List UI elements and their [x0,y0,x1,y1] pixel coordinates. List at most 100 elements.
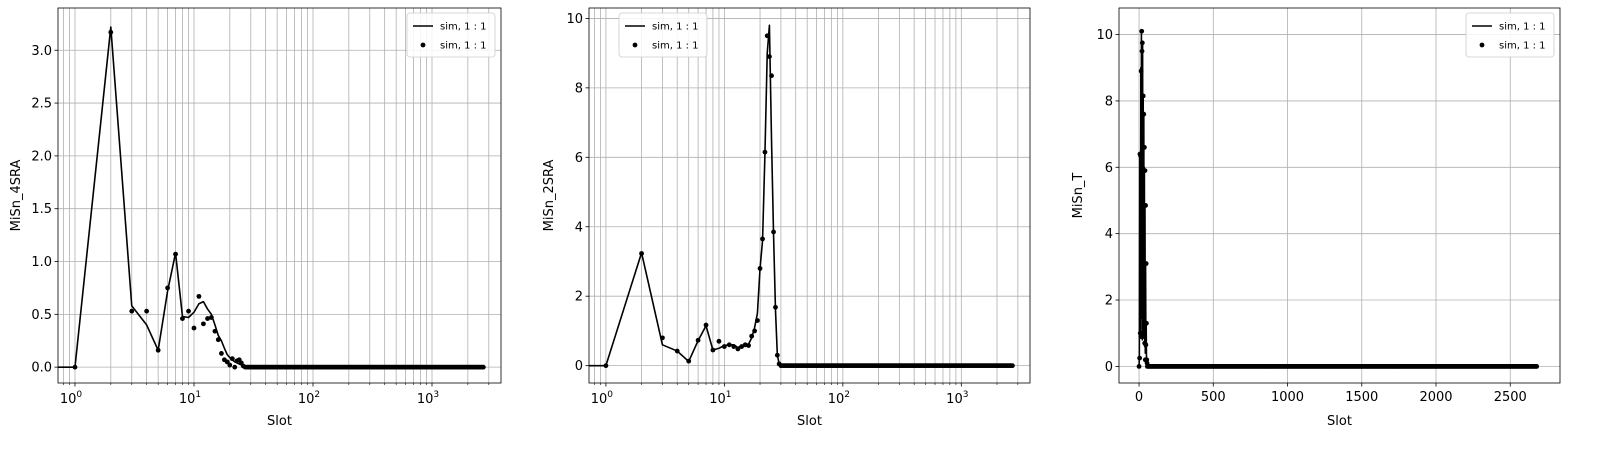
plot-area [58,26,486,370]
subplot-misn-4sra: 100 101 102 1030.00.51.01.52.02.53.0SlotMiS… [9,7,502,429]
x-tick-label: 1000 [1271,390,1304,405]
data-point [771,229,776,235]
y-tick-label: 4 [575,220,583,235]
x-tick-label: 103 [946,390,968,407]
data-point [1139,28,1145,34]
data-point [1139,40,1145,46]
data-point [229,356,235,362]
data-point [144,308,150,314]
data-point [686,358,692,364]
data-point [196,293,202,299]
data-point [129,308,135,314]
x-tick-label-exponent: 3 [433,390,439,400]
x-tick-label: 2500 [1494,390,1527,405]
data-point [208,315,214,320]
legend-label: sim, 1 : 1 [440,41,487,52]
legend-marker-swatch [1479,42,1485,48]
data-point [1141,111,1147,117]
y-axis-label: MiSn_T [1071,173,1086,219]
data-point [227,362,233,368]
data-point [1138,153,1143,159]
legend-box [618,12,708,58]
plot-area [1136,28,1540,369]
data-point [108,29,114,35]
data-point [739,344,745,349]
x-tick-label-base: 10 [417,392,434,407]
data-point [746,343,751,348]
data-point [173,251,178,257]
data-point [180,316,185,321]
x-tick-label: 101 [709,390,731,407]
data-point [710,347,716,353]
y-tick-label: 8 [1105,94,1113,109]
subplot-misn-t: 0 500 1000 1500 2000 2500 0 2 4 6 8 10 Slot MiSn_T sim… [1071,7,1561,429]
x-tick-label: 102 [298,390,320,407]
x-axis-label: Slot [1327,414,1352,429]
data-point [703,322,709,328]
data-point [1137,355,1143,361]
data-point [660,335,665,341]
y-tick-label: 4 [1105,227,1113,242]
legend-label: sim, 1 : 1 [652,22,699,33]
x-tick-label-exponent: 2 [314,390,320,400]
plot-frame [1118,7,1561,384]
plot-frame [588,7,1031,384]
y-tick-label: 8 [575,81,583,96]
y-tick-label: 10 [1096,28,1113,43]
data-point [1143,203,1148,208]
x-tick-label-base: 10 [179,392,196,407]
data-point [1139,48,1145,54]
data-point [731,344,737,349]
y-tick-label: 1.5 [31,202,52,217]
data-point [224,359,230,365]
legend: sim, 1 : 1 sim, 1 : 1 [1465,12,1555,58]
data-point [1141,144,1147,150]
x-tick-label: 500 [1201,390,1226,405]
y-tick-label: 10 [566,12,583,27]
x-tick-label-exponent: 1 [195,390,201,400]
data-point [754,318,760,323]
y-tick-label: 2 [575,290,583,305]
x-tick-label-base: 10 [709,392,726,407]
data-point [72,364,78,370]
data-point [201,321,206,327]
x-tick-label: 103 [417,390,439,407]
data-point [760,236,765,242]
legend-label: sim, 1 : 1 [652,41,699,52]
legend-label: sim, 1 : 1 [1499,41,1546,52]
data-point [215,337,221,343]
data-point [1140,93,1146,99]
legend: sim, 1 : 1 sim, 1 : 1 [618,12,708,58]
data-point [757,266,763,271]
legend-marker-swatch [420,42,426,48]
data-point [165,285,170,291]
data-point [603,363,609,369]
x-axis-label: Slot [797,414,822,429]
data-point [155,347,161,353]
data-point [232,364,238,370]
data-point [1143,261,1149,266]
data-point [1010,363,1015,369]
data-point [767,54,772,60]
y-tick-label: 0 [575,359,583,374]
data-point [721,344,727,349]
data-point [735,346,741,352]
y-tick-label: 2 [1105,294,1113,309]
grid-lines [589,8,1030,383]
legend-label: sim, 1 : 1 [1499,22,1546,33]
data-point [674,348,680,354]
data-point [1142,168,1148,174]
x-tick-label-exponent: 3 [963,390,969,400]
data-point [186,308,191,314]
data-point [762,149,768,155]
y-axis-label: MiSn_4SRA [9,160,24,232]
y-tick-label: 1.0 [31,255,52,270]
y-tick-label: 6 [575,151,583,166]
data-point [1141,290,1146,296]
legend-box [406,12,496,58]
data-point [1140,208,1146,213]
data-point [726,342,732,348]
data-point [716,338,722,344]
